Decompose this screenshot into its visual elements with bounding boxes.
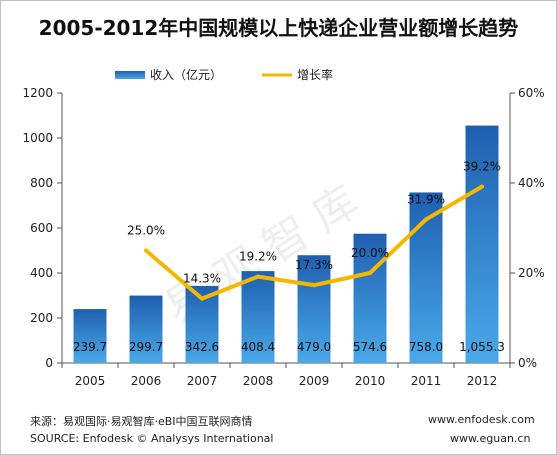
y-left-tick-label: 400 <box>30 266 53 280</box>
legend-bar-label: 收入（亿元） <box>150 67 222 82</box>
bar-2012 <box>465 125 499 364</box>
bar-value-label: 758.0 <box>409 340 443 354</box>
y-left-tick-label: 0 <box>45 356 53 370</box>
growth-rate-label: 14.3% <box>183 272 221 286</box>
y-left-tick-label: 600 <box>30 221 53 235</box>
legend-line-label: 增长率 <box>297 67 333 82</box>
growth-rate-label: 19.2% <box>239 250 277 264</box>
source-en: SOURCE: Enfodesk © Analysys Internationa… <box>30 432 274 445</box>
y-left-tick-label: 200 <box>30 311 53 325</box>
bar-2006 <box>129 295 163 363</box>
source-cn: 来源：易观国际·易观智库·eBI中国互联网商情 <box>30 415 253 428</box>
y-left-tick-label: 1000 <box>22 131 53 145</box>
growth-rate-label: 20.0% <box>351 246 389 260</box>
bar-value-label: 574.6 <box>353 340 387 354</box>
growth-rate-point-2011 <box>424 217 428 222</box>
bar-value-label: 479.0 <box>297 340 331 354</box>
y-right-tick-label: 20% <box>518 266 545 280</box>
growth-rate-label: 25.0% <box>127 224 165 238</box>
x-tick-label: 2009 <box>299 374 330 388</box>
legend: 收入（亿元） 增长率 <box>115 67 333 82</box>
bar-series: 239.7 299.7 342.6 408.4 479.0 574.6 758.0 1,055… <box>73 125 505 364</box>
line-series: 25.0% 14.3% 19.2% 17.3% 20.0% 31.9% 39.2% <box>127 160 501 301</box>
bar-value-label: 239.7 <box>73 340 107 354</box>
legend-bar-swatch <box>115 71 145 79</box>
url-enfodesk: www.enfodesk.com <box>428 413 535 426</box>
x-tick-label: 2008 <box>243 374 274 388</box>
x-tick-label: 2007 <box>187 374 218 388</box>
bar-2005 <box>73 309 107 363</box>
growth-rate-point-2006 <box>144 248 148 253</box>
growth-rate-point-2007 <box>200 296 204 301</box>
y-right-tick-label: 0% <box>518 356 537 370</box>
growth-rate-label: 31.9% <box>407 192 445 206</box>
growth-rate-point-2010 <box>368 271 372 275</box>
bar-2009 <box>297 255 331 363</box>
x-tick-label: 2011 <box>411 374 442 388</box>
x-tick-label: 2005 <box>75 374 106 388</box>
bar-value-label: 408.4 <box>241 340 275 354</box>
growth-rate-label: 17.3% <box>295 258 333 272</box>
url-eguan: www.eguan.cn <box>450 432 531 445</box>
bar-value-label: 299.7 <box>129 340 163 354</box>
x-tick-label: 2010 <box>355 374 386 388</box>
bar-value-label: 342.6 <box>185 340 219 354</box>
bar-value-label: 1,055.3 <box>459 340 505 354</box>
y-right-tick-label: 40% <box>518 176 545 190</box>
x-tick-label: 2012 <box>467 374 498 388</box>
growth-rate-point-2008 <box>256 274 260 279</box>
chart-title: 2005-2012年中国规模以上快递企业营业额增长趋势 <box>38 16 519 40</box>
growth-rate-label: 39.2% <box>463 160 501 174</box>
x-tick-label: 2006 <box>131 374 162 388</box>
y-left-tick-label: 1200 <box>22 86 53 100</box>
growth-rate-point-2009 <box>312 283 316 288</box>
bar-2010 <box>353 233 387 363</box>
y-left-tick-label: 800 <box>30 176 53 190</box>
bar-2008 <box>241 271 275 363</box>
growth-rate-point-2012 <box>480 184 484 189</box>
y-right-tick-label: 60% <box>518 86 545 100</box>
